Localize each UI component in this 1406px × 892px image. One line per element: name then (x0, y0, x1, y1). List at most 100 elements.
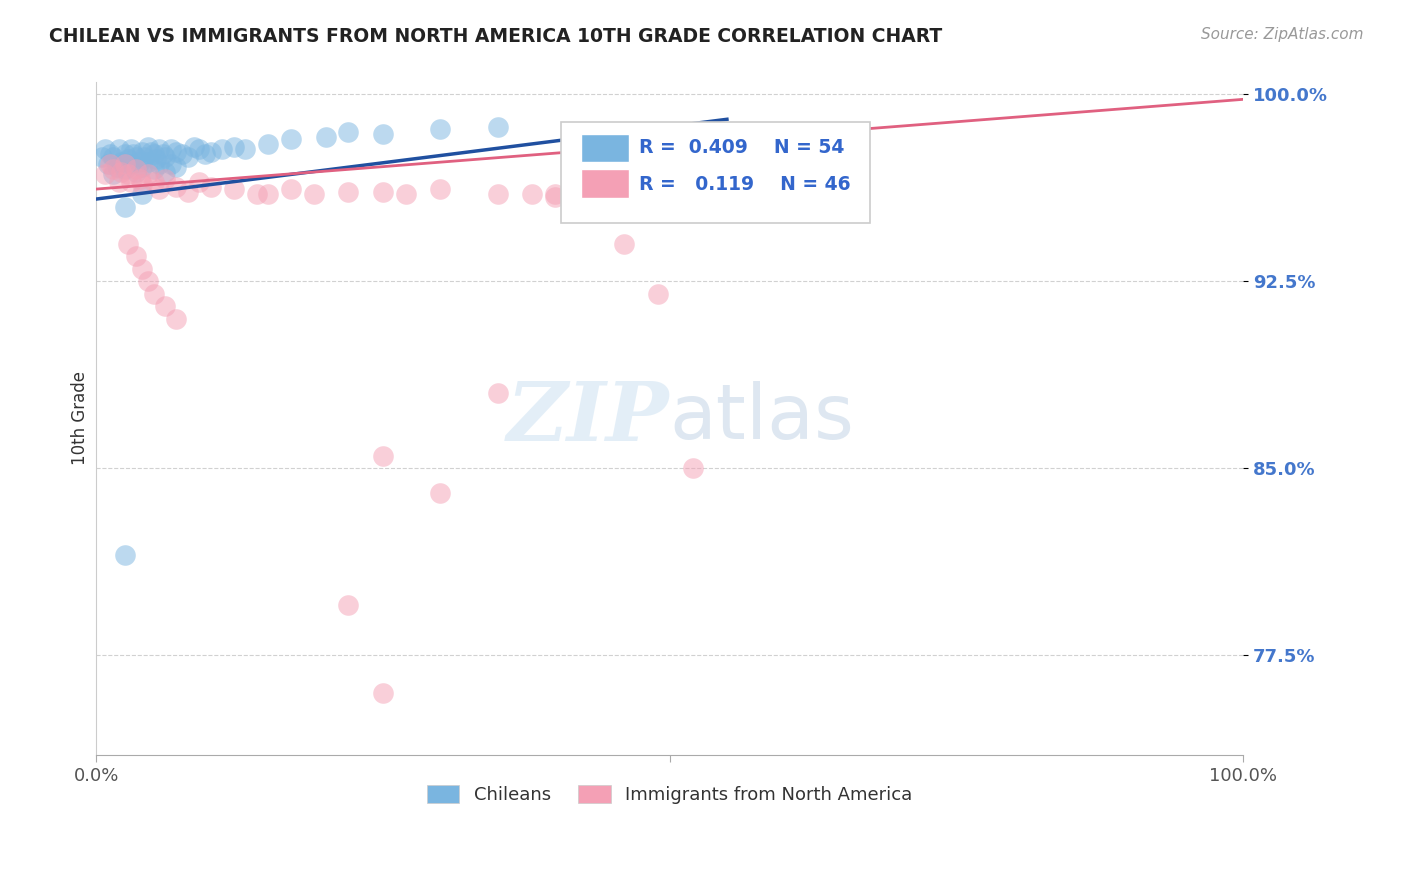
Point (280, 182, 302, 196)
Point (544, 187, 567, 202)
Point (222, 182, 245, 196)
Point (131, 187, 153, 202)
Point (166, 145, 188, 159)
Point (233, 142, 256, 156)
Legend: Chileans, Immigrants from North America: Chileans, Immigrants from North America (418, 776, 921, 814)
Point (98, 157, 121, 171)
Point (395, 187, 418, 202)
Point (194, 147, 217, 161)
Point (114, 157, 136, 171)
Point (544, 189, 567, 203)
Text: R =  0.409    N = 54: R = 0.409 N = 54 (638, 138, 844, 157)
Point (103, 162, 125, 177)
Point (90, 150, 112, 164)
Point (125, 150, 148, 164)
Point (200, 145, 222, 159)
Point (211, 142, 233, 156)
Point (142, 286, 165, 301)
Point (97, 157, 120, 171)
Point (131, 261, 153, 276)
Point (148, 142, 170, 156)
Point (166, 179, 188, 194)
Point (134, 150, 156, 164)
Point (337, 185, 360, 199)
Point (188, 175, 211, 189)
Point (486, 187, 509, 202)
Point (337, 599, 360, 613)
Point (429, 182, 451, 196)
Point (153, 164, 176, 178)
Point (98, 147, 121, 161)
Point (142, 175, 165, 189)
Point (103, 167, 125, 181)
Point (136, 274, 159, 288)
Point (429, 122, 451, 136)
Point (429, 486, 451, 500)
Point (257, 187, 280, 202)
Point (188, 142, 211, 156)
FancyBboxPatch shape (581, 134, 630, 162)
Point (257, 137, 280, 152)
Point (166, 311, 188, 326)
Text: R =   0.119    N = 46: R = 0.119 N = 46 (638, 175, 851, 194)
Point (131, 160, 153, 174)
Point (120, 157, 142, 171)
Point (136, 167, 159, 181)
Point (153, 299, 176, 313)
Point (114, 162, 136, 177)
Point (117, 236, 139, 251)
Point (337, 125, 360, 139)
Point (136, 154, 159, 169)
Text: atlas: atlas (669, 382, 855, 456)
Point (153, 150, 176, 164)
Text: CHILEAN VS IMMIGRANTS FROM NORTH AMERICA 10TH GRADE CORRELATION CHART: CHILEAN VS IMMIGRANTS FROM NORTH AMERICA… (49, 27, 942, 45)
Point (120, 142, 142, 156)
Point (114, 200, 136, 214)
Point (128, 154, 150, 169)
Point (578, 185, 600, 199)
Point (682, 461, 704, 475)
Point (128, 172, 150, 186)
Point (114, 549, 136, 563)
Point (110, 164, 132, 178)
Point (114, 147, 136, 161)
Point (159, 157, 181, 171)
Point (486, 386, 509, 401)
Point (246, 187, 269, 202)
Point (108, 175, 131, 189)
Point (117, 167, 139, 181)
Point (371, 449, 394, 463)
Point (125, 162, 148, 177)
Point (142, 162, 165, 177)
Point (371, 185, 394, 199)
Point (94, 167, 117, 181)
Point (136, 139, 159, 153)
Point (159, 142, 181, 156)
Point (148, 182, 170, 196)
Point (315, 129, 337, 144)
Point (222, 139, 245, 153)
Point (647, 286, 669, 301)
Point (177, 150, 200, 164)
Text: Source: ZipAtlas.com: Source: ZipAtlas.com (1201, 27, 1364, 42)
Point (122, 147, 145, 161)
Y-axis label: 10th Grade: 10th Grade (72, 371, 89, 466)
Point (131, 177, 153, 191)
Point (145, 152, 167, 166)
Point (141, 145, 163, 159)
Point (103, 150, 125, 164)
Point (105, 160, 128, 174)
Point (125, 249, 148, 263)
Point (131, 145, 153, 159)
Point (152, 147, 174, 161)
Point (120, 175, 142, 189)
Point (177, 185, 200, 199)
Point (183, 139, 205, 153)
Point (148, 157, 170, 171)
Point (110, 154, 132, 169)
Point (280, 132, 302, 146)
Point (200, 179, 222, 194)
Point (153, 172, 176, 186)
Point (94, 142, 117, 156)
Point (108, 142, 131, 156)
